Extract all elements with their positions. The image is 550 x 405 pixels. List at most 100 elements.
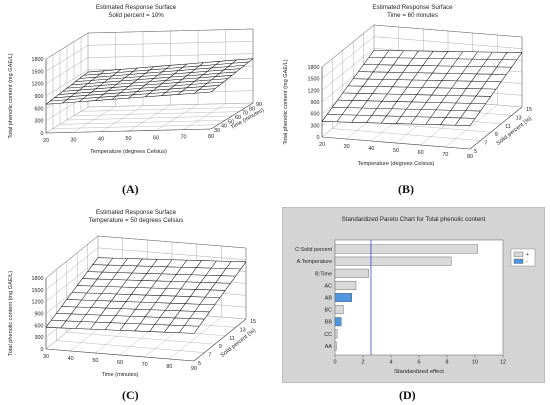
grid-line (56, 340, 205, 353)
z-tick-label: 1200 (32, 300, 44, 306)
z-tick-label: 900 (311, 100, 320, 106)
x-tick-label: 60 (117, 360, 123, 366)
z-tick-label: 1500 (32, 69, 44, 75)
axis-line (45, 32, 89, 60)
surface-grid-line (363, 64, 512, 68)
grid-line (59, 120, 226, 125)
surface-grid-line (77, 285, 226, 291)
category-label: AB (325, 296, 333, 302)
surface-grid-line (83, 61, 249, 76)
y-tick-label: 5 (474, 149, 477, 155)
surface-grid-line (425, 51, 478, 125)
x-tick-label: 70 (142, 362, 148, 368)
y-axis-label: Solid percent (%) (496, 116, 534, 147)
surface-grid-line (66, 75, 233, 89)
y-tick-label: 15 (526, 107, 532, 113)
panel-label-c: (C) (122, 388, 139, 402)
z-tick-label: 900 (35, 312, 44, 318)
grid-line (332, 128, 481, 141)
category-label: AA (325, 344, 333, 350)
surface-grid-line (373, 50, 523, 53)
x-tick-label: 0 (334, 360, 337, 366)
grid-line (321, 36, 375, 79)
y-tick-label: 30 (214, 128, 220, 134)
legend-swatch (513, 251, 524, 257)
x-tick-label: 30 (71, 137, 77, 143)
z-tick-label: 1800 (32, 57, 44, 63)
x-tick-label: 40 (368, 146, 374, 152)
y-tick-label: 90 (256, 102, 262, 108)
surface-plot-b: Estimated Response Surface Time = 60 min… (275, 0, 550, 196)
category-label: AC (325, 283, 333, 289)
surface-grid-line (347, 85, 497, 90)
chart-title: Standardized Pareto Chart for Total phen… (341, 216, 486, 223)
x-tick-label: 80 (166, 364, 172, 370)
surface-grid-line (161, 62, 204, 96)
y-tick-label: 11 (505, 124, 511, 130)
surface-grid-line (71, 71, 237, 86)
y-tick-label: 15 (250, 319, 256, 325)
y-tick-label: 50 (228, 119, 234, 125)
category-label: BC (325, 308, 333, 314)
y-tick-label: 13 (516, 115, 522, 121)
y-tick-label: 9 (219, 344, 222, 350)
surface-grid-line (164, 260, 217, 333)
grid-line (73, 111, 240, 116)
legend-label: + (526, 252, 529, 258)
surface-grid-line (194, 59, 237, 94)
surface-grid-line (440, 51, 493, 125)
x-tick-label: 40 (68, 356, 74, 362)
x-tick-label: 50 (393, 148, 399, 154)
axis-line (469, 106, 523, 150)
x-axis-label: Temperature (degrees Celsius) (90, 149, 167, 155)
x-axis-label: Standardized effect (394, 369, 444, 375)
panel-label-d: (D) (399, 388, 416, 402)
grid-line (45, 247, 99, 290)
surface-grid-line (358, 71, 507, 75)
effect-bar (334, 293, 352, 302)
x-axis-label: Time (minutes) (101, 372, 138, 378)
grid-line (445, 104, 498, 148)
x-tick-label: 50 (126, 136, 132, 142)
chart-subtitle: Time = 60 minutes (387, 12, 438, 19)
grid-line (45, 259, 99, 302)
pareto-chart-panel: Standardized Pareto Chart for Total phen… (282, 207, 545, 383)
legend-label: - (526, 259, 528, 265)
z-tick-label: 600 (35, 106, 44, 112)
axis-line (45, 128, 212, 134)
x-tick-label: 30 (344, 144, 350, 150)
surface-grid-line (82, 278, 231, 284)
x-tick-label: 50 (92, 358, 98, 364)
x-tick-label: 60 (153, 135, 159, 141)
surface-mesh (45, 257, 247, 334)
pareto-chart-canvas: C:Solid percent A:Temperature B:Time AC AB BC… (295, 239, 536, 375)
axis-line (193, 318, 247, 362)
z-tick-label: 1800 (308, 65, 320, 71)
x-tick-label: 80 (208, 134, 214, 140)
category-label: B:Time (315, 271, 332, 277)
legend-swatch (513, 258, 524, 264)
surface-grid-line (87, 271, 236, 277)
z-axis-label: Total phenolic content (mg GAE/L) (283, 59, 289, 144)
surface-grid-line (410, 51, 464, 125)
chart-title: Estimated Response Surface (372, 4, 453, 11)
x-tick-label: 20 (43, 138, 49, 144)
x-tick-label: 40 (98, 137, 104, 143)
surface-grid-line (92, 264, 241, 270)
y-axis-label: Solid percent (%) (220, 328, 258, 359)
axis-line (321, 136, 471, 150)
z-axis-label: Total phenolic content (mg GAE/L) (8, 271, 14, 356)
effect-bar (334, 268, 369, 278)
surface-grid-line (469, 52, 523, 126)
surface-grid-line (97, 257, 247, 263)
z-tick-label: 1500 (308, 77, 320, 83)
y-tick-label: 80 (249, 106, 255, 112)
surface-mesh (321, 50, 523, 126)
z-tick-label: 600 (311, 112, 320, 118)
effect-bar (334, 317, 342, 327)
grid-line (80, 107, 247, 112)
surface-grid-line (353, 78, 502, 83)
surface-grid-line (87, 58, 254, 73)
panel-label-b: (B) (398, 182, 414, 196)
grid-line (169, 316, 222, 360)
